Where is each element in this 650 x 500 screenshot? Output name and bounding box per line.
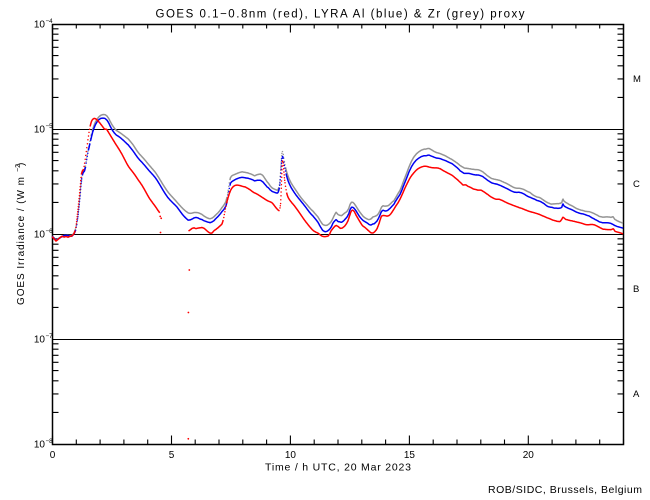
svg-text:0: 0: [50, 450, 56, 461]
svg-text:M: M: [633, 74, 641, 85]
svg-text:10: 10: [34, 335, 46, 346]
svg-text:Time / h UTC, 20 Mar 2023: Time / h UTC, 20 Mar 2023: [265, 462, 411, 474]
svg-text:10: 10: [34, 20, 46, 31]
svg-text:10: 10: [34, 440, 46, 451]
svg-text:5: 5: [169, 450, 175, 461]
svg-text:10: 10: [34, 230, 46, 241]
svg-text:−2: −2: [15, 164, 22, 172]
svg-text:15: 15: [404, 450, 416, 461]
svg-text:C: C: [633, 179, 640, 190]
svg-text:ROB/SIDC, Brussels, Belgium: ROB/SIDC, Brussels, Belgium: [488, 484, 642, 496]
svg-text:10: 10: [285, 450, 297, 461]
svg-text:−5: −5: [46, 123, 54, 130]
svg-text:GOES Irradiance / (W m: GOES Irradiance / (W m: [16, 177, 27, 305]
svg-text:10: 10: [34, 125, 46, 136]
svg-text:−6: −6: [46, 228, 54, 235]
svg-text:): ): [16, 163, 27, 166]
svg-text:−7: −7: [46, 333, 54, 340]
svg-text:B: B: [633, 284, 639, 295]
svg-text:20: 20: [523, 450, 535, 461]
svg-text:A: A: [633, 389, 640, 400]
svg-text:−8: −8: [46, 438, 54, 445]
svg-text:−4: −4: [46, 18, 54, 25]
